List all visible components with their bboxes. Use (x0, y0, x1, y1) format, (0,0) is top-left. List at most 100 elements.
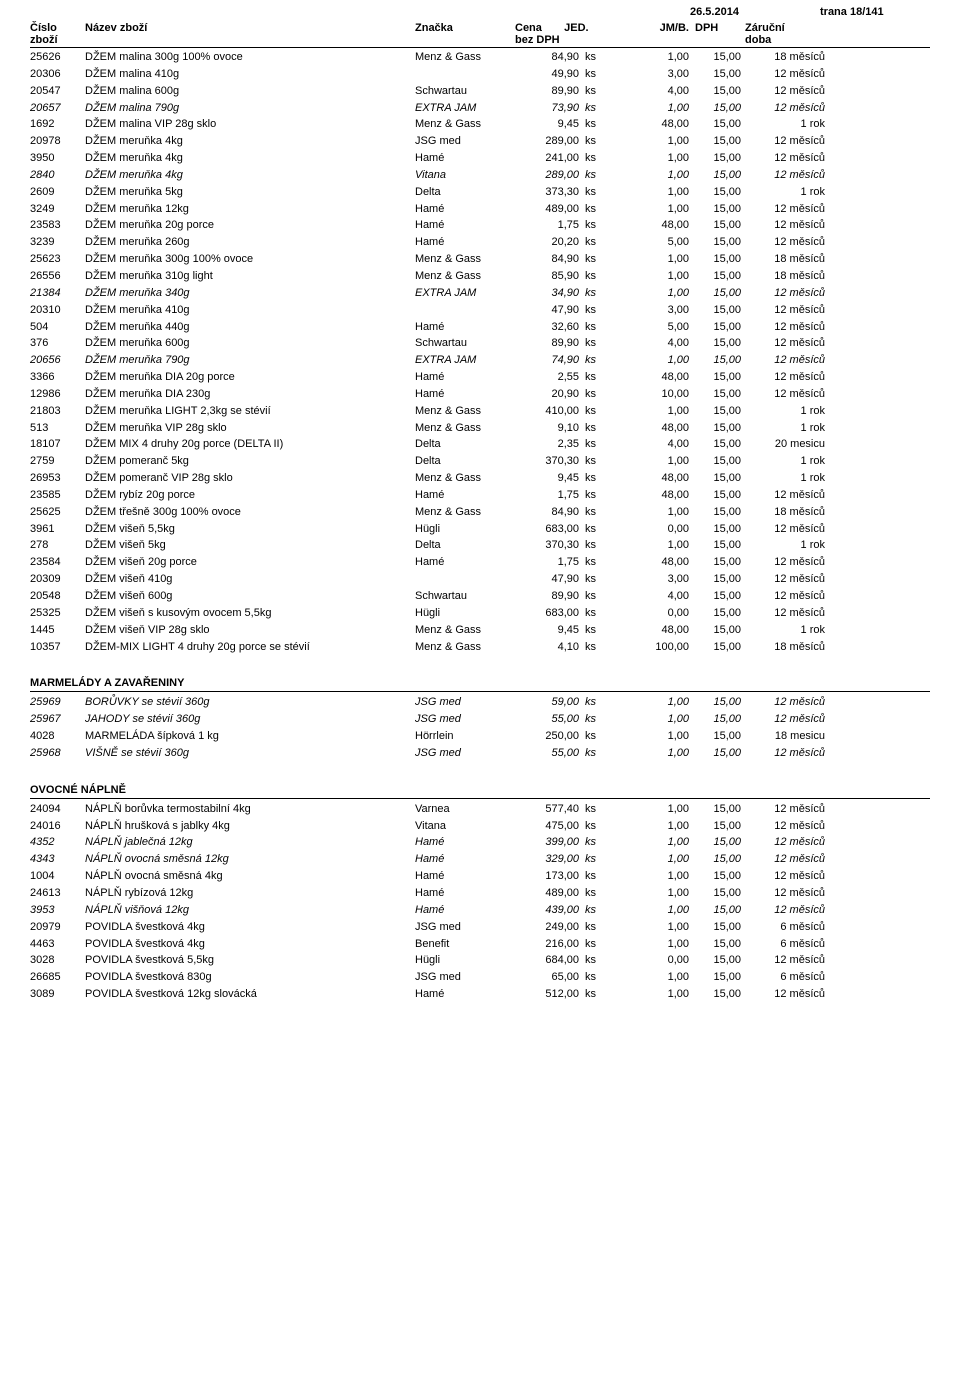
cell-unit: ks (585, 589, 625, 604)
table-row: 23584DŽEM višeň 20g porceHamé1,75ks48,00… (30, 554, 930, 571)
cell-warranty: 12 měsíců (745, 336, 825, 351)
cell-brand: Hamé (415, 852, 515, 867)
table-row: 18107DŽEM MIX 4 druhy 20g porce (DELTA I… (30, 436, 930, 453)
cell-warranty: 12 měsíců (745, 555, 825, 570)
cell-dph: 15,00 (695, 886, 745, 901)
cell-dph: 15,00 (695, 67, 745, 82)
sections-container: 25626DŽEM malina 300g 100% ovoceMenz & G… (30, 49, 930, 1003)
cell-brand: Hamé (415, 370, 515, 385)
cell-unit: ks (585, 117, 625, 132)
cell-unit: ks (585, 437, 625, 452)
cell-dph: 15,00 (695, 303, 745, 318)
cell-warranty: 12 měsíců (745, 589, 825, 604)
cell-unit: ks (585, 84, 625, 99)
cell-warranty: 6 měsíců (745, 970, 825, 985)
cell-price: 1,75 (515, 555, 585, 570)
cell-brand: Varnea (415, 802, 515, 817)
cell-dph: 15,00 (695, 185, 745, 200)
cell-dph: 15,00 (695, 50, 745, 65)
cell-number: 513 (30, 421, 85, 436)
table-row: 3239DŽEM meruňka 260gHamé20,20ks5,0015,0… (30, 234, 930, 251)
cell-number: 20548 (30, 589, 85, 604)
cell-name: NÁPLŇ ovocná směsná 12kg (85, 852, 415, 867)
cell-unit: ks (585, 67, 625, 82)
cell-price: 489,00 (515, 202, 585, 217)
cell-number: 3953 (30, 903, 85, 918)
table-row: 24094NÁPLŇ borůvka termostabilní 4kgVarn… (30, 801, 930, 818)
cell-unit: ks (585, 746, 625, 761)
cell-dph: 15,00 (695, 953, 745, 968)
table-row: 20979POVIDLA švestková 4kgJSG med249,00k… (30, 919, 930, 936)
cell-warranty: 12 měsíců (745, 712, 825, 727)
cell-number: 20978 (30, 134, 85, 149)
cell-brand: Hamé (415, 202, 515, 217)
cell-brand: Menz & Gass (415, 50, 515, 65)
cell-warranty: 12 měsíců (745, 522, 825, 537)
cell-dph: 15,00 (695, 712, 745, 727)
cell-number: 23583 (30, 218, 85, 233)
cell-price: 55,00 (515, 712, 585, 727)
table-row: 20309DŽEM višeň 410g47,90ks3,0015,0012 m… (30, 571, 930, 588)
cell-dph: 15,00 (695, 555, 745, 570)
cell-jmb: 0,00 (625, 522, 695, 537)
cell-warranty: 12 měsíců (745, 84, 825, 99)
table-row: 26556DŽEM meruňka 310g lightMenz & Gass8… (30, 268, 930, 285)
cell-number: 4463 (30, 937, 85, 952)
cell-brand: Hamé (415, 488, 515, 503)
cell-brand: Hügli (415, 953, 515, 968)
cell-unit: ks (585, 640, 625, 655)
table-row: 4028MARMELÁDA šípková 1 kgHörrlein250,00… (30, 728, 930, 745)
cell-jmb: 5,00 (625, 320, 695, 335)
cell-warranty: 1 rok (745, 185, 825, 200)
cell-brand: Hamé (415, 903, 515, 918)
cell-name: DŽEM meruňka 600g (85, 336, 415, 351)
table-row: 20310DŽEM meruňka 410g47,90ks3,0015,0012… (30, 302, 930, 319)
cell-brand: JSG med (415, 746, 515, 761)
cell-number: 21803 (30, 404, 85, 419)
table-row: 25626DŽEM malina 300g 100% ovoceMenz & G… (30, 49, 930, 66)
cell-dph: 15,00 (695, 937, 745, 952)
cell-warranty: 12 měsíců (745, 835, 825, 850)
cell-unit: ks (585, 101, 625, 116)
cell-name: DŽEM meruňka DIA 20g porce (85, 370, 415, 385)
cell-number: 3366 (30, 370, 85, 385)
cell-dph: 15,00 (695, 538, 745, 553)
cell-unit: ks (585, 387, 625, 402)
cell-brand: Menz & Gass (415, 505, 515, 520)
cell-name: DŽEM meruňka 300g 100% ovoce (85, 252, 415, 267)
cell-name: NÁPLŇ višňová 12kg (85, 903, 415, 918)
cell-jmb: 1,00 (625, 970, 695, 985)
cell-brand (415, 67, 515, 82)
cell-jmb: 1,00 (625, 134, 695, 149)
cell-brand: Menz & Gass (415, 640, 515, 655)
table-row: 25969BORŮVKY se stévií 360gJSG med59,00k… (30, 694, 930, 711)
cell-number: 26556 (30, 269, 85, 284)
hdr-cislo: Číslo zboží (30, 22, 85, 46)
cell-dph: 15,00 (695, 117, 745, 132)
cell-warranty: 1 rok (745, 538, 825, 553)
cell-price: 9,10 (515, 421, 585, 436)
cell-price: 49,90 (515, 67, 585, 82)
cell-number: 26685 (30, 970, 85, 985)
cell-name: DŽEM višeň VIP 28g sklo (85, 623, 415, 638)
cell-dph: 15,00 (695, 729, 745, 744)
cell-jmb: 1,00 (625, 185, 695, 200)
cell-unit: ks (585, 953, 625, 968)
cell-warranty: 12 měsíců (745, 387, 825, 402)
cell-jmb: 1,00 (625, 802, 695, 817)
cell-number: 3089 (30, 987, 85, 1002)
cell-jmb: 1,00 (625, 937, 695, 952)
table-row: 25967JAHODY se stévií 360gJSG med55,00ks… (30, 711, 930, 728)
cell-name: DŽEM malina VIP 28g sklo (85, 117, 415, 132)
cell-name: DŽEM meruňka 340g (85, 286, 415, 301)
cell-price: 373,30 (515, 185, 585, 200)
cell-number: 23585 (30, 488, 85, 503)
cell-dph: 15,00 (695, 623, 745, 638)
cell-number: 20306 (30, 67, 85, 82)
cell-unit: ks (585, 869, 625, 884)
cell-name: DŽEM višeň 5kg (85, 538, 415, 553)
cell-warranty: 12 měsíců (745, 903, 825, 918)
cell-brand: Hamé (415, 886, 515, 901)
table-row: 25623DŽEM meruňka 300g 100% ovoceMenz & … (30, 251, 930, 268)
cell-brand (415, 303, 515, 318)
